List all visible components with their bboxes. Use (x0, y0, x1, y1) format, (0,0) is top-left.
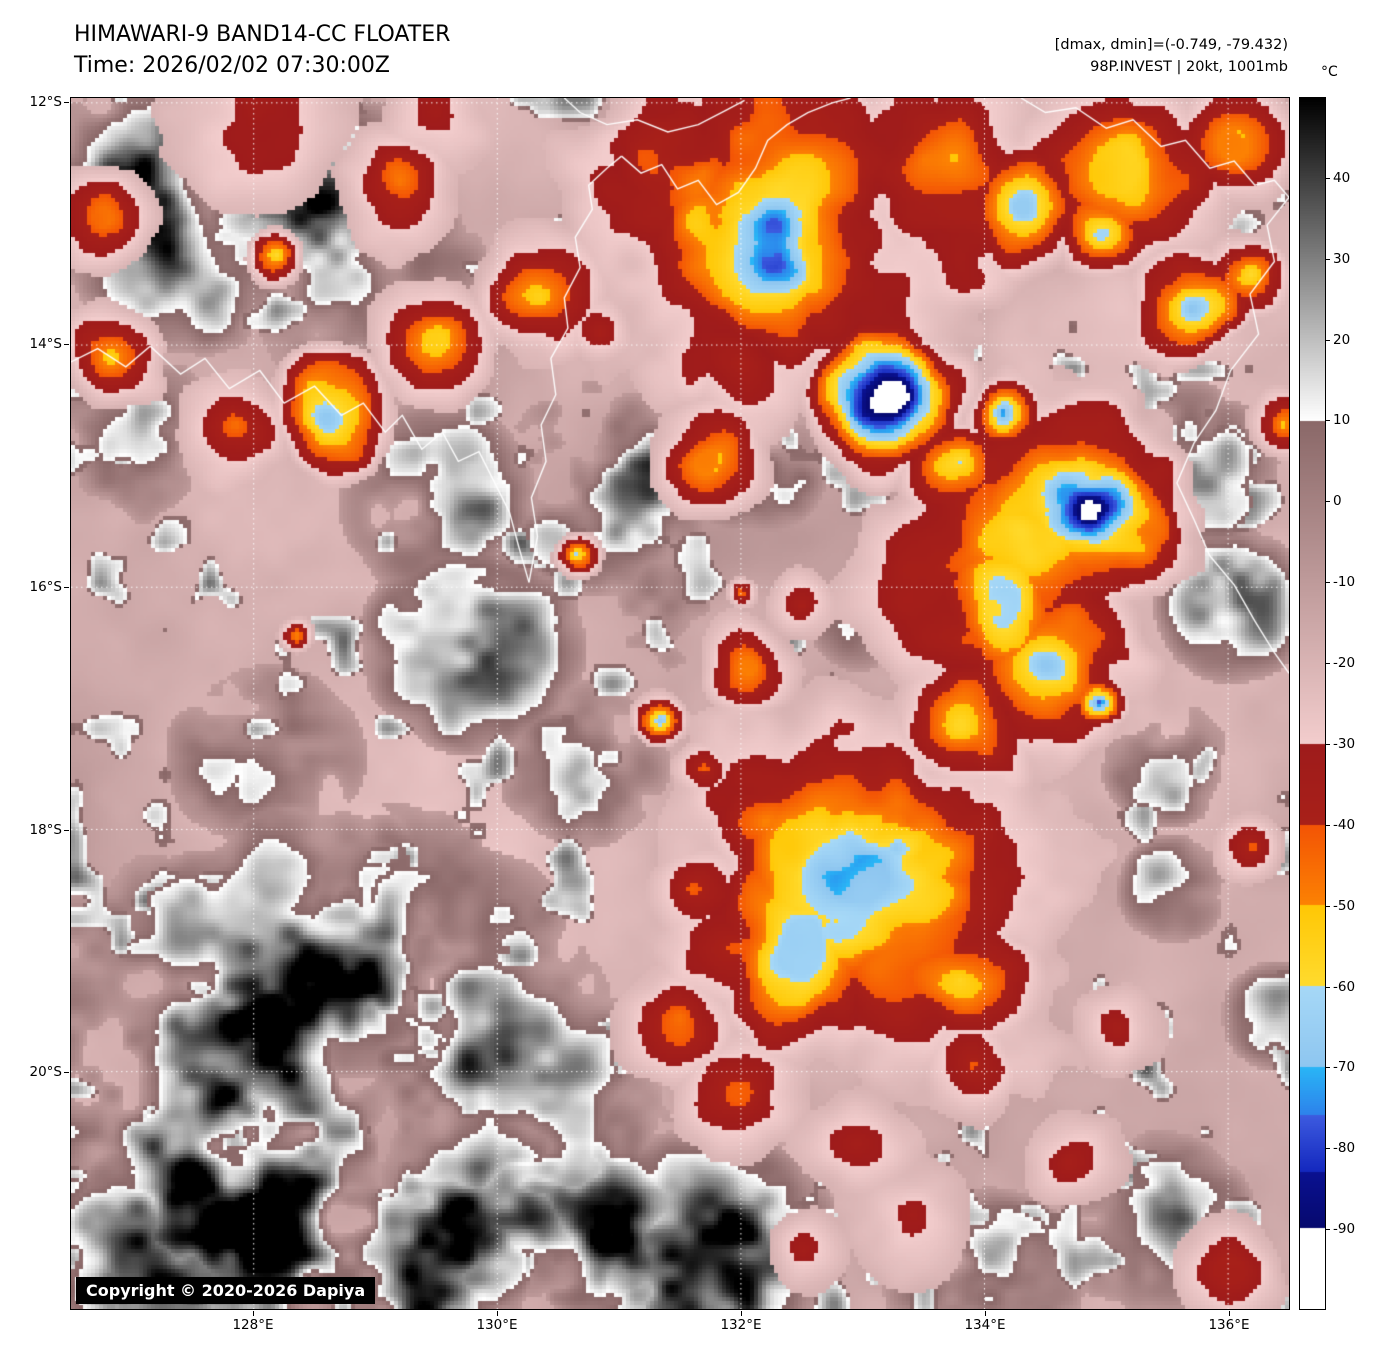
colorbar-gradient-canvas (1300, 98, 1325, 1309)
lon-tick-mark (497, 1311, 498, 1316)
colorbar-tick-mark (1325, 339, 1330, 341)
colorbar-tick-label: -40 (1333, 816, 1356, 833)
lat-tick-mark (64, 829, 69, 831)
colorbar-tick-label: 0 (1333, 493, 1342, 510)
colorbar-tick-mark (1325, 420, 1330, 422)
colorbar-tick-label: -80 (1333, 1140, 1356, 1157)
colorbar-tick-label: 10 (1333, 412, 1351, 429)
colorbar-tick-mark (1325, 905, 1330, 907)
colorbar-tick-mark (1325, 663, 1330, 665)
lon-tick-label: 130°E (476, 1317, 518, 1333)
lat-tick-label: 12°S (29, 93, 63, 110)
colorbar-tick-label: -20 (1333, 655, 1356, 672)
colorbar-tick-mark (1325, 501, 1330, 503)
temperature-colorbar (1299, 97, 1326, 1310)
copyright-badge: Copyright © 2020-2026 Dapiya (76, 1277, 376, 1304)
colorbar-tick-label: -30 (1333, 735, 1356, 752)
colorbar-tick-mark (1325, 177, 1330, 179)
lon-tick-mark (985, 1311, 986, 1316)
dmax-dmin-readout: [dmax, dmin]=(-0.749, -79.432) (1054, 37, 1288, 53)
colorbar-tick-mark (1325, 743, 1330, 745)
lat-tick-mark (64, 344, 69, 346)
colorbar-tick-label: -10 (1333, 574, 1356, 591)
lon-tick-label: 136°E (1208, 1317, 1250, 1333)
lat-tick-label: 18°S (29, 821, 63, 838)
satellite-map: Copyright © 2020-2026 Dapiya (70, 97, 1290, 1310)
colorbar-tick-label: 40 (1333, 169, 1351, 186)
page-title: HIMAWARI-9 BAND14-CC FLOATER (74, 22, 451, 47)
lon-tick-mark (1229, 1311, 1230, 1316)
lat-tick-mark (64, 1072, 69, 1074)
lat-tick-mark (64, 587, 69, 589)
header-annotations: [dmax, dmin]=(-0.749, -79.432) 98P.INVES… (1055, 34, 1288, 78)
colorbar-tick-mark (1325, 582, 1330, 584)
colorbar-tick-mark (1325, 1148, 1330, 1150)
satellite-image-canvas (71, 98, 1289, 1309)
colorbar-tick-label: 20 (1333, 331, 1351, 348)
colorbar-tick-mark (1325, 1229, 1330, 1231)
colorbar-tick-label: -50 (1333, 897, 1356, 914)
lon-tick-mark (253, 1311, 254, 1316)
lon-tick-mark (741, 1311, 742, 1316)
colorbar-tick-mark (1325, 1067, 1330, 1069)
storm-info-readout: 98P.INVEST | 20kt, 1001mb (1090, 59, 1288, 75)
colorbar-tick-mark (1325, 258, 1330, 260)
colorbar-tick-label: -60 (1333, 978, 1356, 995)
colorbar-tick-label: -70 (1333, 1059, 1356, 1076)
colorbar-tick-mark (1325, 824, 1330, 826)
colorbar-tick-label: -90 (1333, 1221, 1356, 1238)
timestamp: Time: 2026/02/02 07:30:00Z (74, 53, 390, 78)
colorbar-tick-mark (1325, 986, 1330, 988)
lat-tick-label: 14°S (29, 336, 63, 353)
lat-tick-label: 20°S (29, 1064, 63, 1081)
colorbar-tick-label: 30 (1333, 250, 1351, 267)
lat-tick-mark (64, 101, 69, 103)
colorbar-unit-label: °C (1321, 64, 1338, 80)
lon-tick-label: 132°E (720, 1317, 762, 1333)
lon-tick-label: 134°E (964, 1317, 1006, 1333)
lon-tick-label: 128°E (232, 1317, 274, 1333)
lat-tick-label: 16°S (29, 579, 63, 596)
